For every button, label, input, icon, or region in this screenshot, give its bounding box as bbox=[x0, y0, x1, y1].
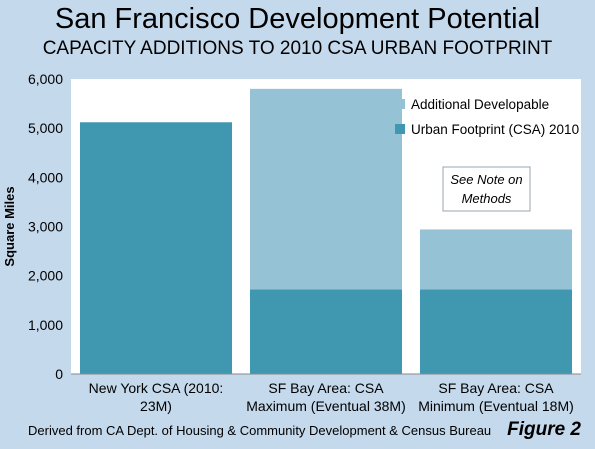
source-note: Derived from CA Dept. of Housing & Commu… bbox=[28, 423, 492, 438]
chart-title: San Francisco Development Potential bbox=[54, 3, 541, 35]
note-text: Methods bbox=[462, 191, 512, 206]
y-tick-label: 1,000 bbox=[28, 317, 63, 333]
x-tick-label: SF Bay Area: CSA bbox=[438, 380, 554, 396]
x-tick-label: Minimum (Eventual 18M) bbox=[418, 398, 574, 414]
y-tick-label: 0 bbox=[55, 366, 63, 382]
bar-urban-footprint bbox=[250, 289, 402, 374]
y-tick-label: 5,000 bbox=[28, 120, 63, 136]
legend-label: Additional Developable bbox=[411, 97, 549, 112]
chart-subtitle: CAPACITY ADDITIONS TO 2010 CSA URBAN FOO… bbox=[42, 38, 553, 59]
x-tick-label: 23M) bbox=[140, 398, 172, 414]
x-tick-label: SF Bay Area: CSA bbox=[268, 380, 384, 396]
legend-swatch bbox=[395, 124, 405, 134]
bar-urban-footprint bbox=[80, 122, 232, 375]
note-text: See Note on bbox=[450, 172, 522, 187]
note-box bbox=[442, 166, 531, 212]
legend-swatch bbox=[395, 99, 405, 109]
figure-label: Figure 2 bbox=[507, 419, 581, 440]
y-tick-label: 6,000 bbox=[28, 71, 63, 87]
y-axis-label: Square Miles bbox=[2, 186, 17, 266]
y-tick-label: 4,000 bbox=[28, 169, 63, 185]
bar-additional-developable bbox=[420, 229, 572, 290]
bar-additional-developable bbox=[250, 88, 402, 290]
x-tick-label: Maximum (Eventual 38M) bbox=[246, 398, 406, 414]
bar-urban-footprint bbox=[420, 289, 572, 374]
x-tick-label: New York CSA (2010: bbox=[89, 380, 224, 396]
y-tick-label: 2,000 bbox=[28, 268, 63, 284]
y-tick-label: 3,000 bbox=[28, 219, 63, 235]
legend-label: Urban Footprint (CSA) 2010 bbox=[411, 122, 579, 137]
